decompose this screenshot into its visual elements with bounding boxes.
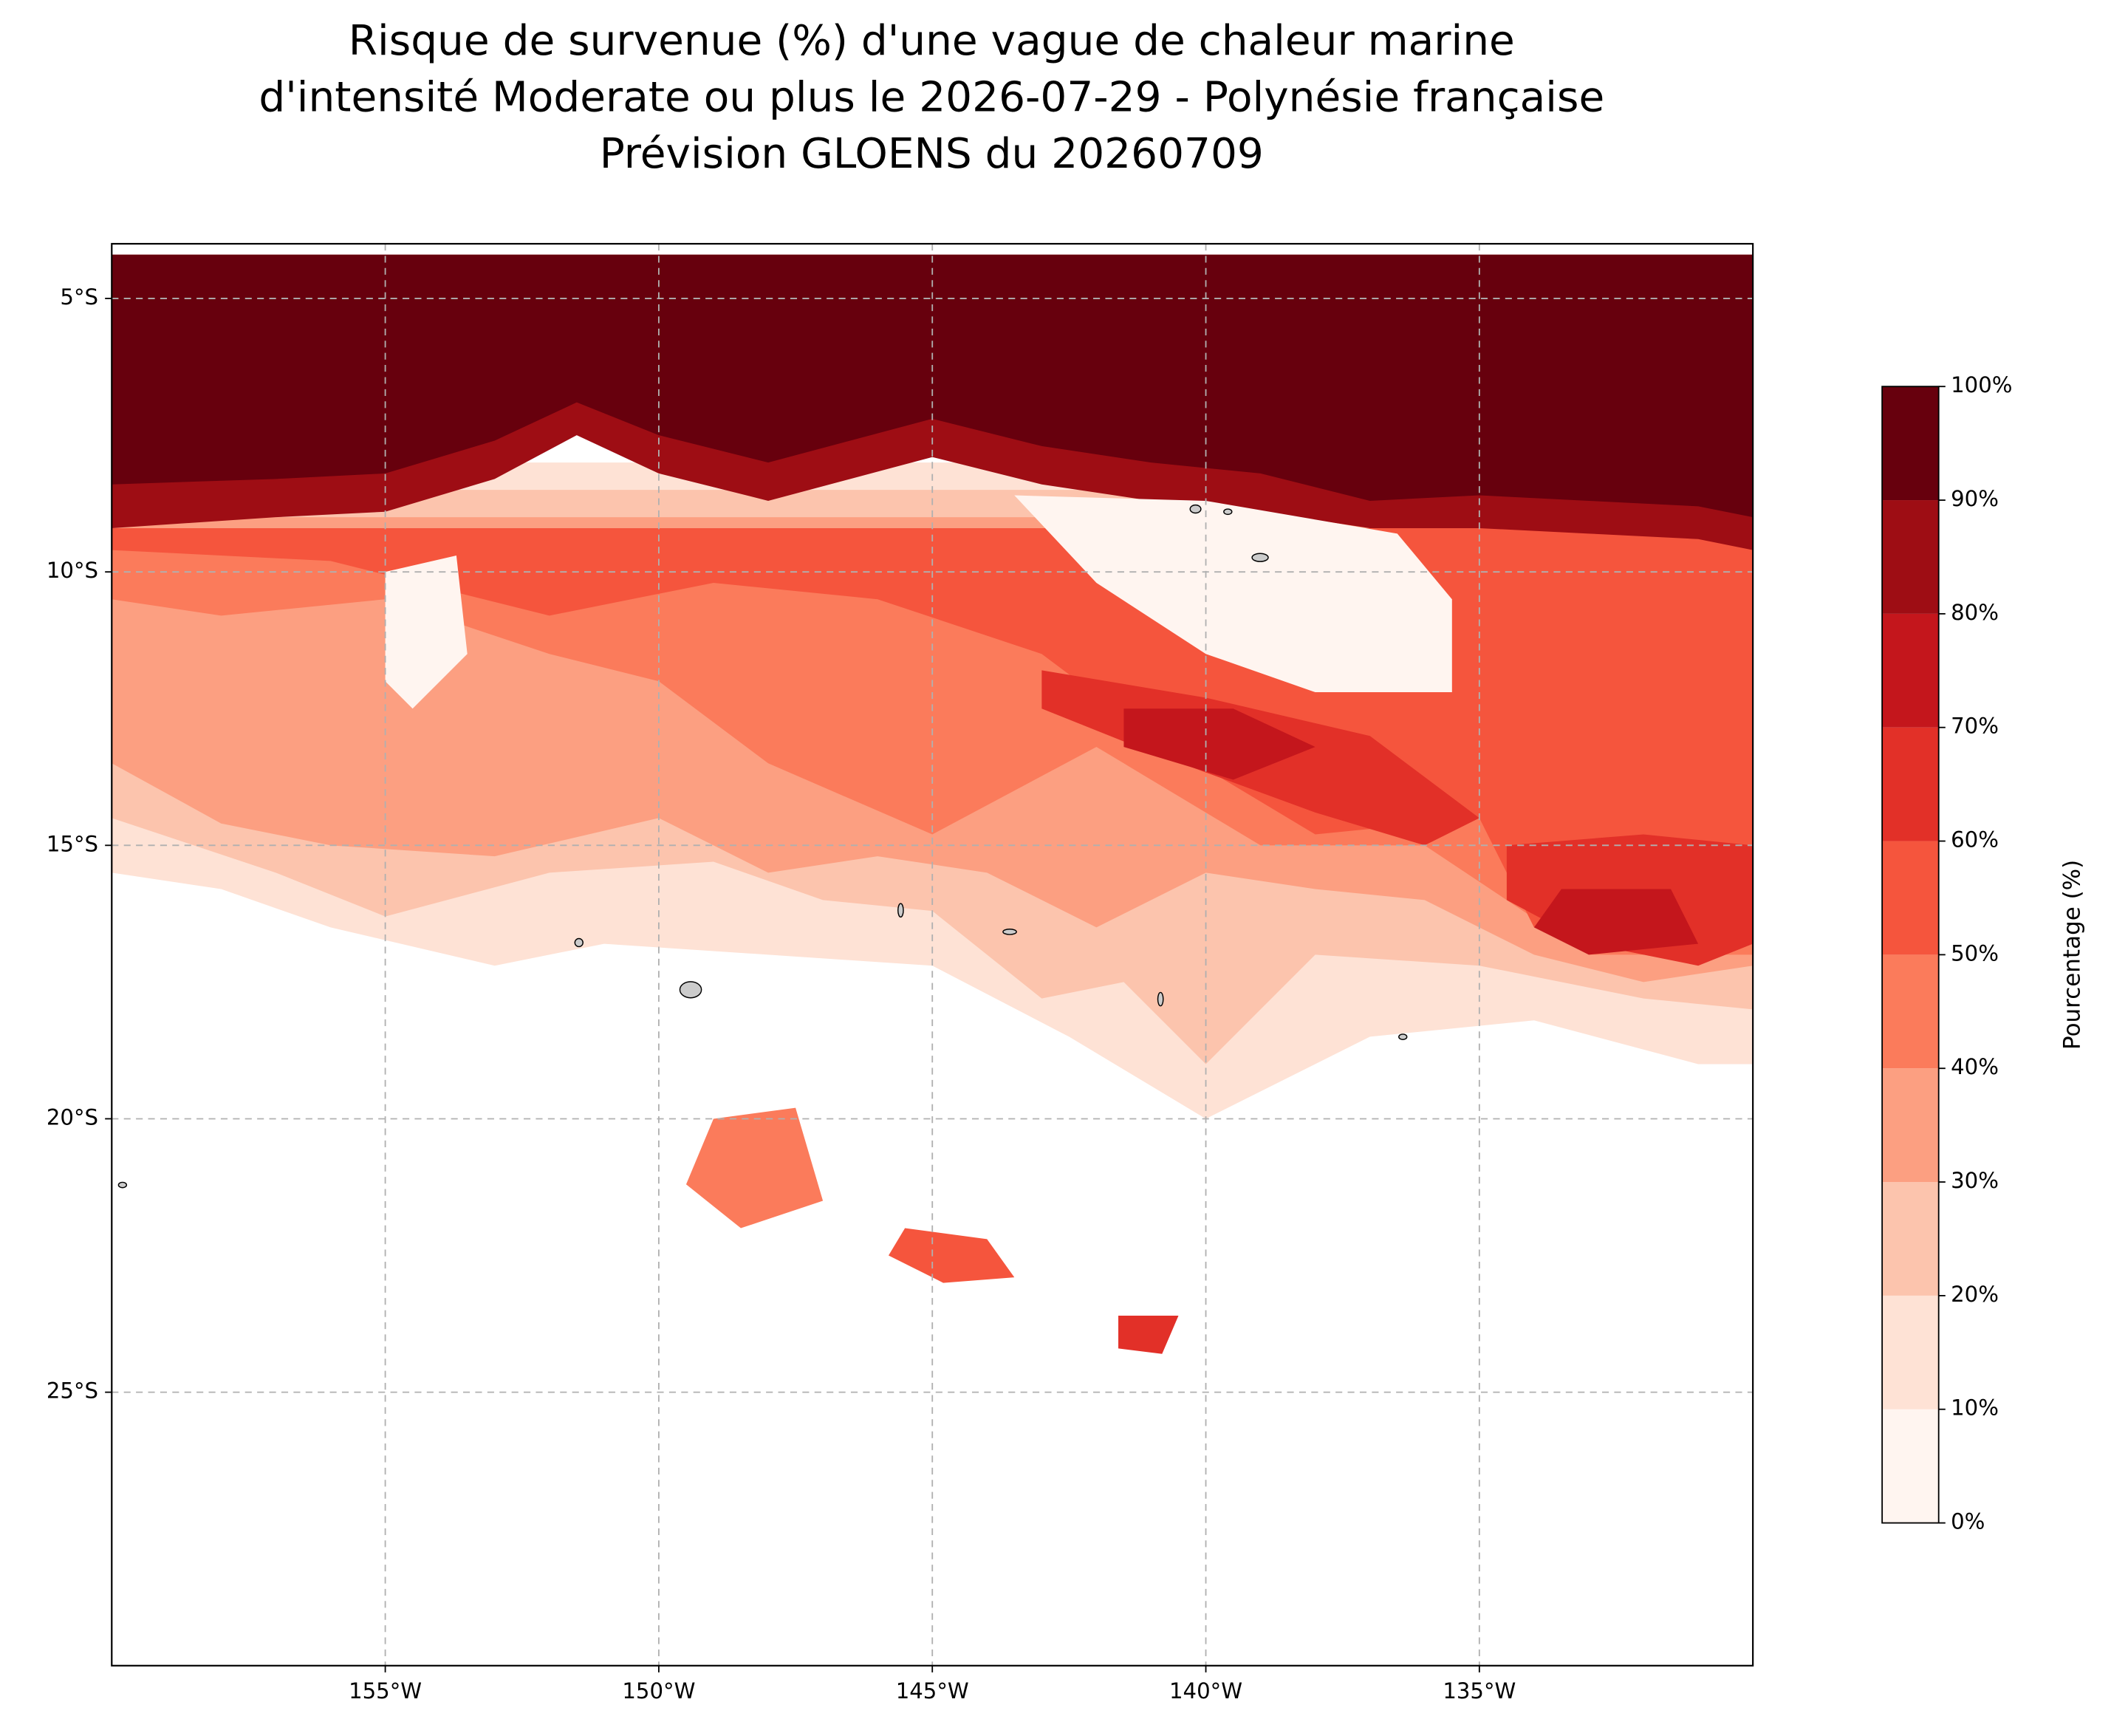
contour-region [1533, 889, 1699, 955]
y-tick-label: 15°S [47, 831, 98, 856]
contour-region [112, 254, 1754, 518]
colorbar-segment [1882, 613, 1939, 728]
contour-region [685, 1107, 824, 1228]
colorbar-segment [1882, 500, 1939, 614]
contour-region [385, 555, 468, 709]
colorbar-tick-label: 20% [1951, 1282, 1999, 1307]
islands [117, 504, 1408, 1189]
y-tick-label: 25°S [47, 1378, 98, 1404]
colorbar-tick-label: 60% [1951, 827, 1999, 852]
contour-region [1123, 708, 1315, 780]
x-tick-label: 135°W [1443, 1678, 1516, 1703]
colorbar-tick-label: 90% [1951, 486, 1999, 511]
title-line: d'intensité Moderate ou plus le 2026-07-… [259, 74, 1604, 122]
title-line: Prévision GLOENS du 20260709 [600, 130, 1264, 178]
colorbar-tick-label: 80% [1951, 600, 1999, 625]
colorbar-segment [1882, 1409, 1939, 1523]
colorbar-tick-label: 10% [1951, 1395, 1999, 1421]
colorbar-tick-label: 70% [1951, 714, 1999, 739]
x-tick-label: 155°W [349, 1678, 422, 1703]
x-tick-label: 140°W [1169, 1678, 1242, 1703]
colorbar-segment [1882, 954, 1939, 1069]
colorbar-segment [1882, 1295, 1939, 1409]
colorbar-tick-label: 50% [1951, 940, 1999, 966]
y-tick-label: 5°S [60, 284, 98, 310]
x-tick-label: 145°W [896, 1678, 969, 1703]
colorbar-segment [1882, 727, 1939, 841]
colorbar-tick-label: 100% [1951, 372, 2012, 397]
contour-region [1014, 495, 1452, 693]
grid [112, 243, 1754, 1666]
x-tick-label: 150°W [622, 1678, 695, 1703]
contour-region [888, 1228, 1015, 1283]
title-line: Risque de survenue (%) d'une vague de ch… [349, 17, 1515, 65]
colorbar-tick-label: 40% [1951, 1054, 1999, 1079]
colorbar-segment [1882, 1182, 1939, 1296]
colorbar-tick-label: 0% [1951, 1509, 1985, 1534]
colorbar-segment [1882, 841, 1939, 955]
colorbar-label: Pourcentage (%) [2059, 860, 2085, 1050]
colorbar-segment [1882, 386, 1939, 501]
contour-region [1118, 1315, 1179, 1354]
colorbar-tick-label: 30% [1951, 1168, 1999, 1193]
y-tick-label: 20°S [47, 1104, 98, 1130]
colorbar-segment [1882, 1068, 1939, 1183]
y-tick-label: 10°S [47, 558, 98, 583]
